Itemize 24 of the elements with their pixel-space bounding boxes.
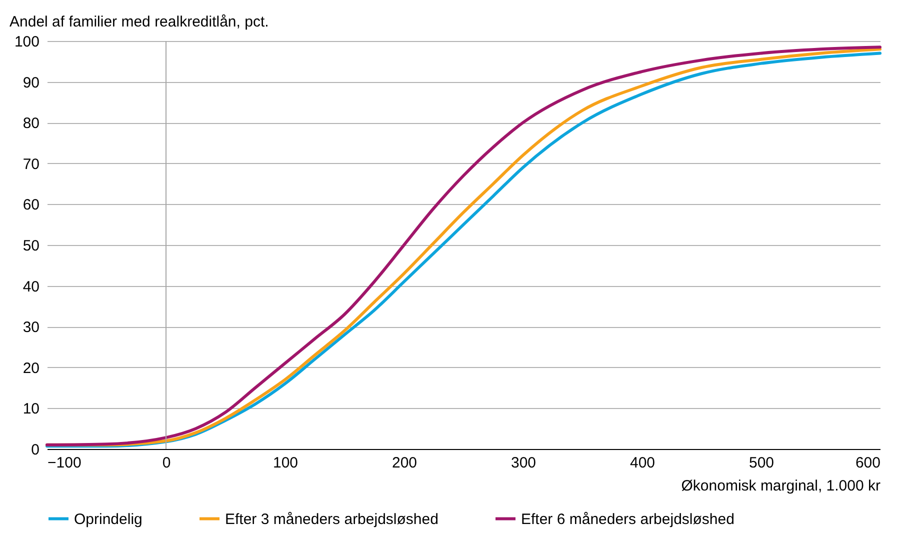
y-tick-label: 30 [22,319,40,336]
x-tick-label: 0 [162,454,171,472]
y-tick-label: 90 [22,74,40,92]
x-tick-label: 400 [630,454,656,472]
y-axis-title: Andel af familier med realkreditlån, pct. [10,14,269,30]
legend-label: Oprindelig [74,510,142,528]
legend-label: Efter 6 måneders arbejdsløshed [521,510,734,528]
y-tick-label: 0 [31,442,40,458]
legend-label: Efter 3 måneders arbejdsløshed [225,510,438,528]
y-tick-label: 60 [22,196,40,214]
x-axis-title: Økonomisk marginal, 1.000 kr [681,478,881,494]
x-tick-label: 200 [392,454,418,472]
y-tick-label: 50 [22,238,40,254]
x-tick-label: 300 [510,454,536,472]
y-tick-label: 70 [22,156,40,173]
y-tick-label: 40 [22,278,40,296]
y-tick-label: 80 [22,115,40,132]
y-tick-label: 10 [22,400,40,418]
y-tick-label: 100 [14,34,40,50]
y-tick-label: 20 [22,360,40,377]
x-tick-label: 500 [748,454,774,472]
x-tick-label: 600 [855,454,880,472]
x-tick-label: −100 [48,454,82,472]
x-tick-label: 100 [272,454,298,472]
